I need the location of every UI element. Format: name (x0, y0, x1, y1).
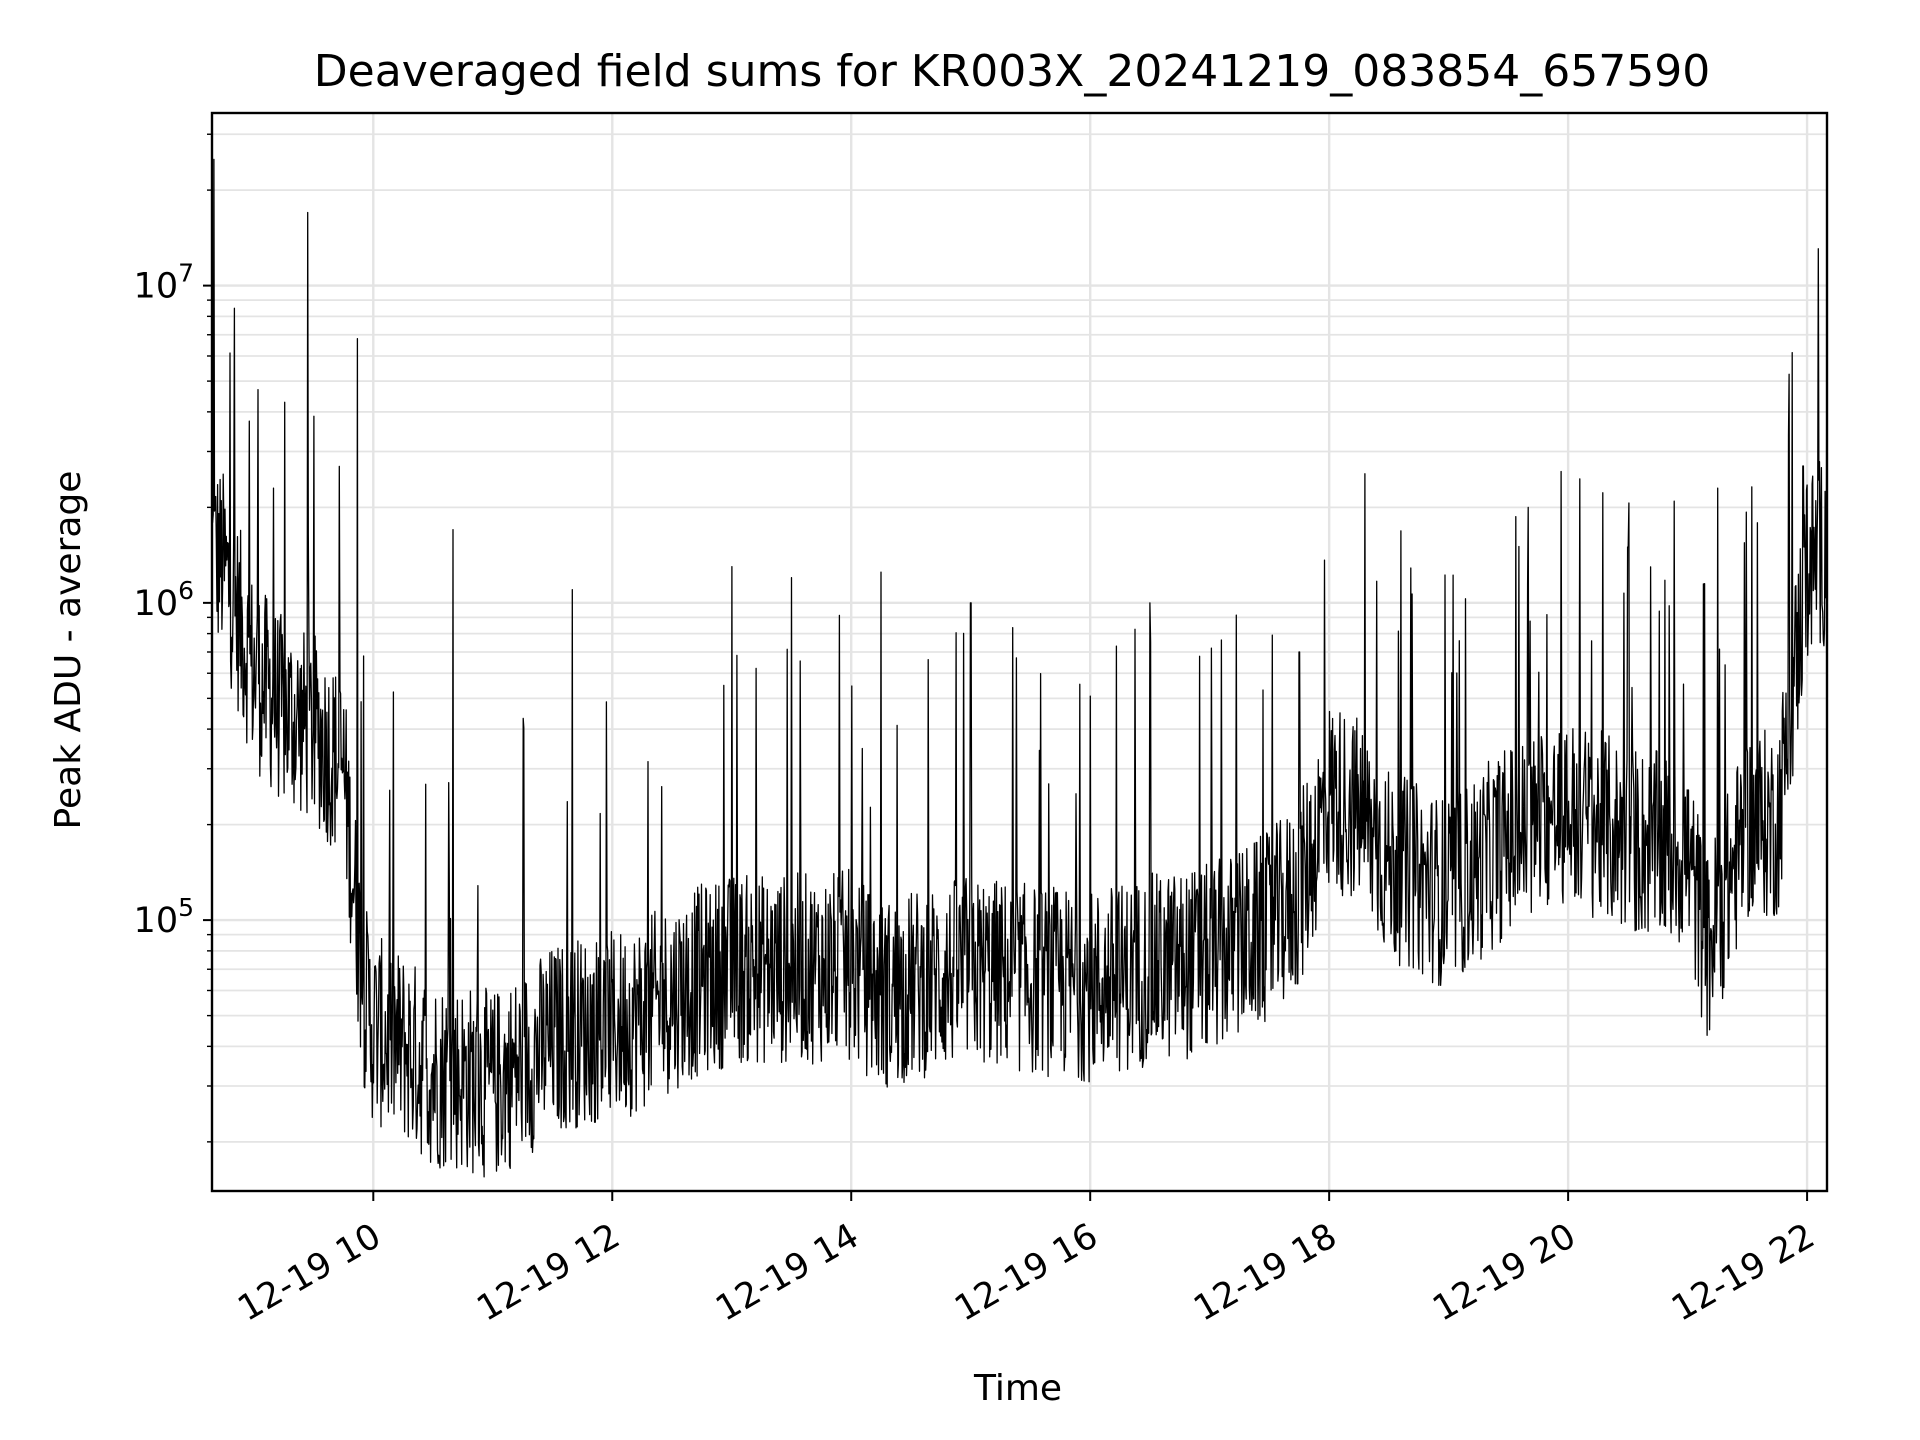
y-tick-label: 105 (134, 893, 194, 941)
series-line (211, 158, 1828, 1178)
y-tick-label: 107 (134, 259, 194, 307)
y-axis-label: Peak ADU - average (48, 471, 89, 830)
chart-title: Deaveraged field sums for KR003X_2024121… (314, 46, 1710, 97)
x-axis-label: Time (973, 1368, 1062, 1409)
y-tick-label: 106 (134, 576, 194, 624)
data-series (211, 158, 1828, 1178)
